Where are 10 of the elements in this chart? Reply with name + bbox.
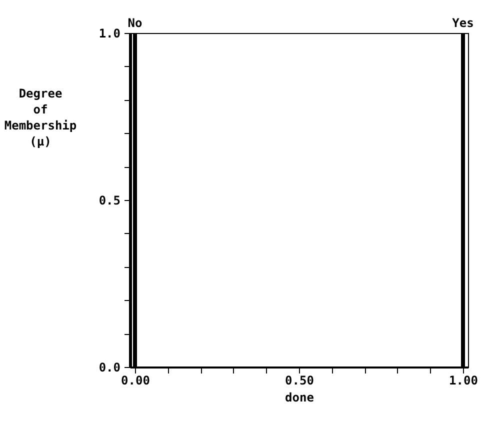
- x-tick-label: 0.50: [285, 374, 314, 388]
- x-tick-label: 1.00: [449, 374, 478, 388]
- y-tick-label: 1.0: [98, 26, 120, 40]
- x-axis-title: done: [285, 390, 314, 404]
- y-tick-label: 0.0: [98, 360, 120, 374]
- annotation: Yes: [452, 16, 474, 30]
- y-axis-title: Degree of Membership (μ): [4, 86, 77, 148]
- y-tick-label: 0.5: [98, 194, 120, 208]
- annotation: No: [128, 16, 142, 30]
- x-tick-label: 0.00: [121, 374, 150, 388]
